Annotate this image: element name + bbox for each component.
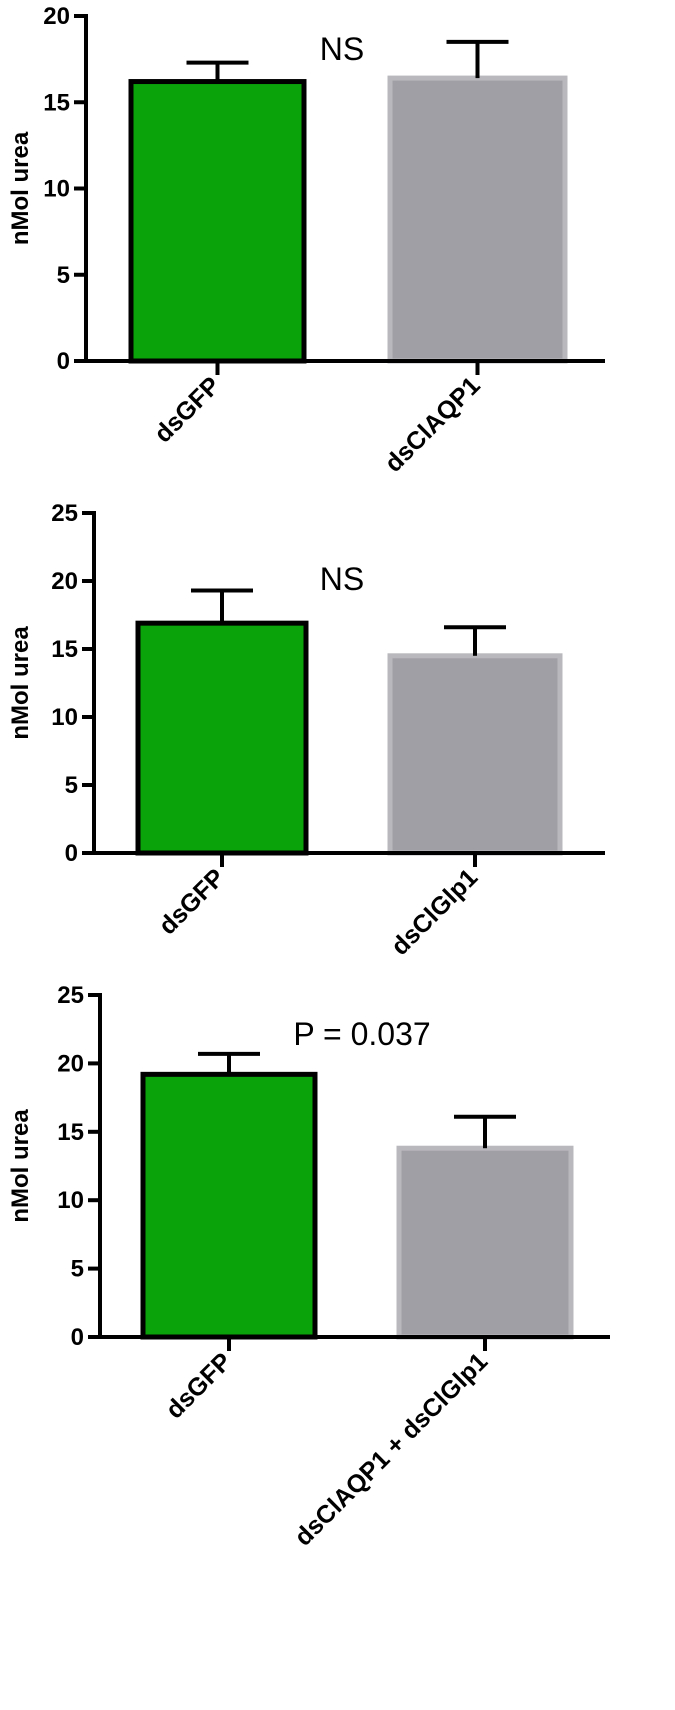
- y-tick-label-chart-2: 0: [65, 840, 78, 867]
- category-label-chart-1: dsGFP: [149, 371, 226, 448]
- y-axis-title-chart-2: nMol urea: [7, 626, 34, 740]
- y-tick-label-chart-2: 20: [51, 568, 78, 595]
- significance-annotation-chart-2: NS: [320, 561, 364, 597]
- y-tick-label-chart-1: 15: [43, 89, 70, 116]
- bar-1-chart-3: [140, 1071, 318, 1340]
- bar-1-chart-1: [128, 79, 307, 364]
- y-tick-label-chart-3: 20: [57, 1050, 84, 1077]
- y-tick-label-chart-2: 25: [51, 500, 78, 527]
- y-tick-label-chart-1: 20: [43, 3, 70, 30]
- y-tick-label-chart-3: 0: [71, 1324, 84, 1351]
- y-tick-label-chart-3: 25: [57, 982, 84, 1009]
- bar-2-chart-1: [387, 75, 568, 364]
- category-label-chart-3: dsGFP: [160, 1347, 237, 1424]
- bar-2-chart-2: [387, 653, 563, 856]
- significance-annotation-chart-3: P = 0.037: [293, 1016, 430, 1052]
- y-axis-title-chart-1: nMol urea: [7, 131, 34, 245]
- y-axis-title-chart-3: nMol urea: [7, 1109, 34, 1223]
- significance-annotation-chart-1: NS: [320, 31, 364, 67]
- y-tick-label-chart-3: 5: [71, 1256, 84, 1283]
- y-tick-label-chart-1: 10: [43, 176, 70, 203]
- y-tick-label-chart-2: 10: [51, 704, 78, 731]
- y-tick-label-chart-1: 5: [57, 262, 70, 289]
- y-tick-label-chart-2: 15: [51, 636, 78, 663]
- y-tick-label-chart-3: 15: [57, 1119, 84, 1146]
- category-label-chart-3: dsClAQP1 + dsClGlp1: [289, 1347, 493, 1551]
- category-label-chart-2: dsClGlp1: [386, 863, 483, 960]
- category-label-chart-2: dsGFP: [153, 863, 230, 940]
- bar-2-chart-3: [396, 1145, 574, 1340]
- y-tick-label-chart-2: 5: [65, 772, 78, 799]
- bar-1-chart-2: [135, 620, 309, 856]
- category-label-chart-1: dsClAQP1: [379, 371, 485, 477]
- y-tick-label-chart-1: 0: [57, 348, 70, 375]
- y-tick-label-chart-3: 10: [57, 1187, 84, 1214]
